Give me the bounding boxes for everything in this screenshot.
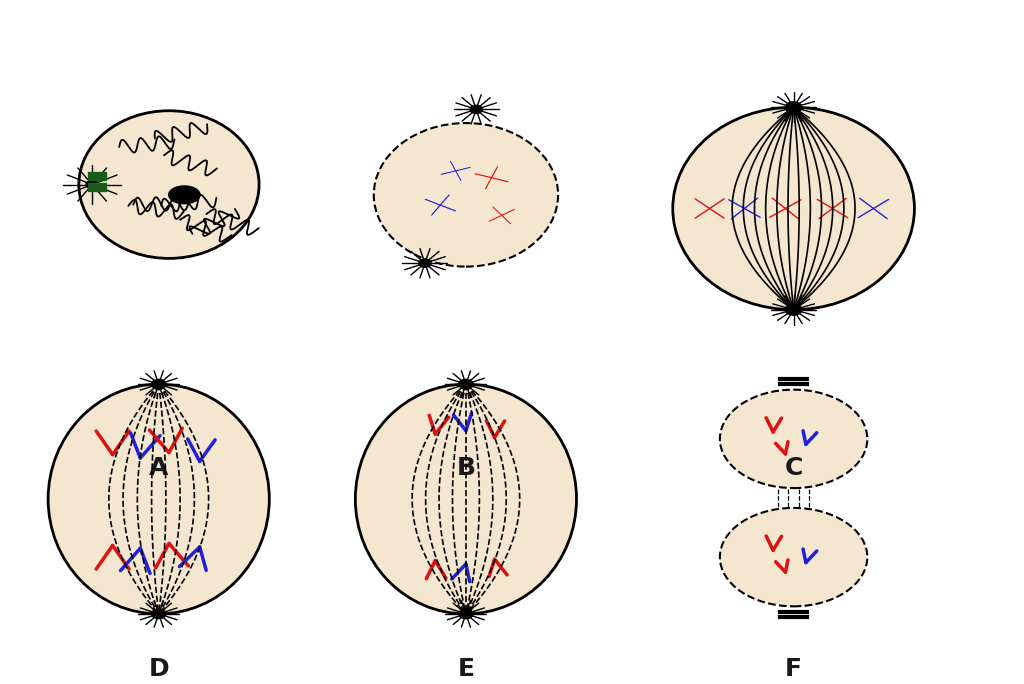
FancyBboxPatch shape <box>88 172 106 180</box>
Circle shape <box>152 380 166 389</box>
Ellipse shape <box>355 384 577 614</box>
Circle shape <box>419 259 431 267</box>
Ellipse shape <box>720 390 867 488</box>
Ellipse shape <box>168 185 201 205</box>
Circle shape <box>459 609 473 618</box>
FancyBboxPatch shape <box>88 183 106 192</box>
Circle shape <box>459 380 473 389</box>
Circle shape <box>470 105 482 114</box>
Text: E: E <box>458 657 474 681</box>
Ellipse shape <box>48 384 269 614</box>
Circle shape <box>152 609 166 618</box>
Circle shape <box>86 181 98 189</box>
Ellipse shape <box>374 123 558 267</box>
Ellipse shape <box>673 107 914 310</box>
Circle shape <box>785 304 802 315</box>
Text: D: D <box>148 657 169 681</box>
Text: C: C <box>784 456 803 480</box>
Text: A: A <box>150 456 168 480</box>
Ellipse shape <box>720 508 867 606</box>
Text: B: B <box>457 456 475 480</box>
Text: F: F <box>785 657 802 681</box>
Circle shape <box>785 102 802 113</box>
Ellipse shape <box>79 111 259 259</box>
